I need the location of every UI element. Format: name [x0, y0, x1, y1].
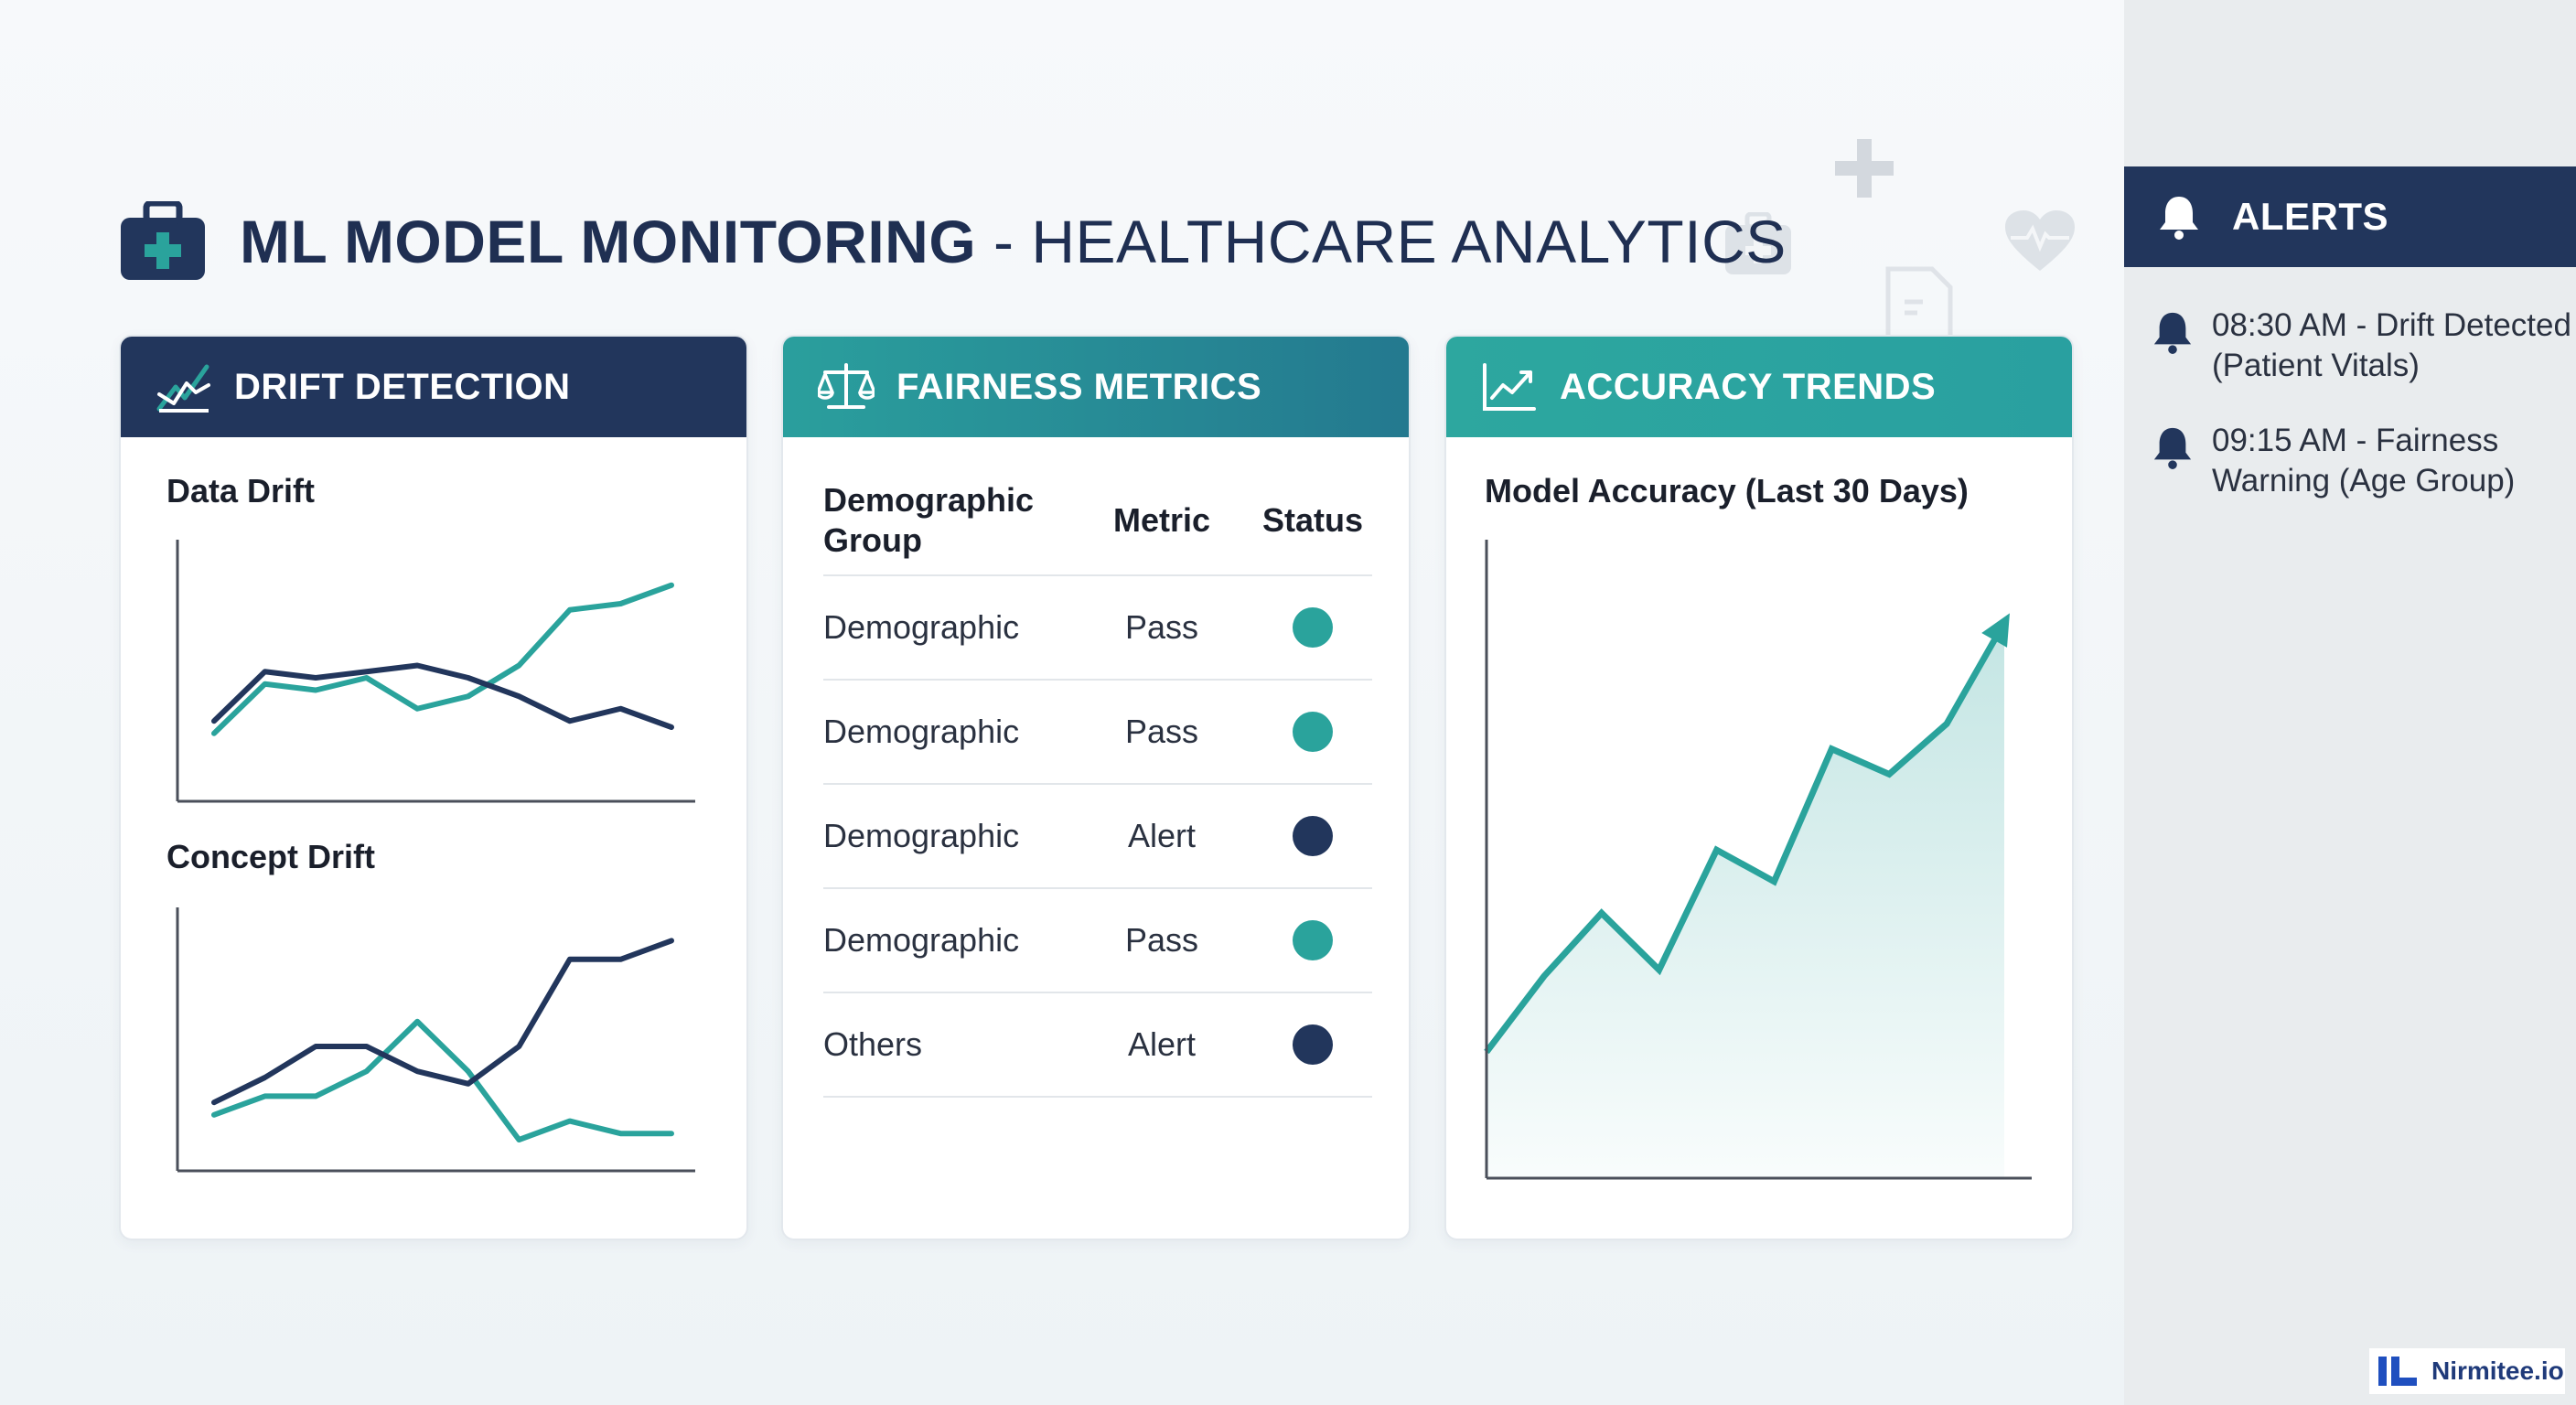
line-chart-icon: [1483, 363, 1536, 411]
balance-scale-icon: [818, 363, 875, 409]
fairness-metrics-header: FAIRNESS METRICS: [783, 337, 1409, 437]
alert-item[interactable]: 09:15 AM - Fairness Warning (Age Group): [2152, 421, 2572, 501]
data-drift-chart: [176, 540, 695, 803]
status-dot-pass: [1293, 920, 1333, 960]
alerts-sidebar: ALERTS 08:30 AM - Drift Detected (Patien…: [2124, 0, 2576, 1405]
status-dot-pass: [1293, 712, 1333, 752]
concept-drift-label: Concept Drift: [166, 838, 375, 875]
cell-status: [1253, 1024, 1372, 1065]
alert-line-1: 08:30 AM - Drift Detected: [2212, 307, 2571, 343]
status-dot-alert: [1293, 1024, 1333, 1065]
title-subtitle: - HEALTHCARE ANALYTICS: [976, 208, 1787, 275]
cell-status: [1253, 607, 1372, 648]
col-header-metric: Metric: [1112, 501, 1211, 539]
page-title: ML MODEL MONITORING - HEALTHCARE ANALYTI…: [119, 199, 1787, 284]
cell-status: [1253, 712, 1372, 752]
fairness-table-body: Demographic Pass Demographic Pass Demographi…: [823, 576, 1372, 1098]
accuracy-area: [1487, 622, 2004, 1178]
accuracy-line: [1484, 621, 2008, 1055]
page-title-text: ML MODEL MONITORING - HEALTHCARE ANALYTI…: [240, 207, 1787, 276]
cell-metric: Alert: [1127, 817, 1197, 854]
cell-group: Demographic: [823, 817, 1020, 854]
cell-group: Demographic: [823, 713, 1020, 750]
series-line-1: [211, 662, 674, 730]
alert-line-2: (Patient Vitals): [2212, 348, 2420, 383]
table-row[interactable]: Demographic Pass: [823, 889, 1372, 993]
accuracy-trends-panel: ACCURACY TRENDS Model Accuracy (Last 30 …: [1444, 335, 2074, 1240]
series-line-1: [211, 938, 674, 1106]
nirmitee-logo-icon: [2378, 1357, 2417, 1386]
alert-text: 09:15 AM - Fairness Warning (Age Group): [2212, 421, 2515, 501]
fairness-metrics-panel: FAIRNESS METRICS Demographic Group Metri…: [781, 335, 1411, 1240]
cell-metric: Pass: [1124, 608, 1199, 646]
alert-line-1: 09:15 AM - Fairness: [2212, 423, 2499, 458]
concept-drift-chart: [176, 907, 695, 1173]
medical-briefcase-icon: [121, 201, 205, 280]
cell-group: Demographic: [823, 921, 1020, 959]
bell-icon: [2160, 197, 2198, 240]
brand-badge[interactable]: Nirmitee.io: [2369, 1348, 2565, 1394]
accuracy-trends-header: ACCURACY TRENDS: [1446, 337, 2072, 437]
trend-line-icon: [156, 364, 210, 413]
alert-line-2: Warning (Age Group): [2212, 463, 2516, 499]
dashboard-main: ML MODEL MONITORING - HEALTHCARE ANALYTI…: [119, 139, 2077, 1240]
fairness-table: Demographic Group Metric Status Demograp…: [823, 467, 1372, 1098]
table-row[interactable]: Demographic Alert: [823, 785, 1372, 889]
drift-detection-panel: DRIFT DETECTION Data Drift Concept Drift: [119, 335, 748, 1240]
cell-status: [1253, 920, 1372, 960]
drift-detection-title: DRIFT DETECTION: [234, 366, 571, 407]
alerts-title: ALERTS: [2232, 195, 2388, 238]
data-drift-label: Data Drift: [166, 472, 316, 509]
decorative-briefcase-icon: [1723, 212, 1793, 276]
accuracy-trend-chart: [1484, 540, 2032, 1180]
cell-metric: Pass: [1124, 921, 1199, 959]
bell-icon: [2153, 427, 2192, 469]
accuracy-chart-label: Model Accuracy (Last 30 Days): [1485, 472, 1969, 509]
brand-name: Nirmitee.io: [2431, 1357, 2564, 1385]
col-header-status: Status: [1261, 501, 1364, 539]
fairness-metrics-title: FAIRNESS METRICS: [896, 366, 1262, 407]
title-strong: ML MODEL MONITORING: [240, 208, 977, 275]
table-row[interactable]: Demographic Pass: [823, 576, 1372, 681]
status-dot-alert: [1293, 816, 1333, 856]
accuracy-trends-title: ACCURACY TRENDS: [1560, 366, 1937, 407]
table-row[interactable]: Demographic Pass: [823, 681, 1372, 785]
series-line-0: [211, 1018, 674, 1142]
alert-item[interactable]: 08:30 AM - Drift Detected (Patient Vital…: [2152, 306, 2572, 386]
table-row[interactable]: Others Alert: [823, 993, 1372, 1098]
cell-metric: Alert: [1127, 1025, 1197, 1063]
decorative-plus-icon: [1835, 139, 1894, 198]
fairness-table-header: Demographic Group Metric Status: [823, 467, 1372, 576]
series-line-0: [211, 582, 674, 736]
drift-detection-header: DRIFT DETECTION: [121, 337, 746, 437]
alert-text: 08:30 AM - Drift Detected (Patient Vital…: [2212, 306, 2571, 386]
bell-icon: [2153, 312, 2192, 354]
decorative-heart-pulse-icon: [2003, 209, 2077, 273]
accuracy-arrowhead: [1981, 613, 2010, 648]
col-header-group: Demographic Group: [823, 481, 1035, 559]
decorative-document-icon: [1884, 265, 1954, 338]
cell-status: [1253, 816, 1372, 856]
cell-metric: Pass: [1124, 713, 1199, 750]
cell-group: Others: [823, 1025, 923, 1063]
cell-group: Demographic: [823, 608, 1020, 646]
status-dot-pass: [1293, 607, 1333, 648]
alerts-header: ALERTS: [2124, 166, 2576, 267]
